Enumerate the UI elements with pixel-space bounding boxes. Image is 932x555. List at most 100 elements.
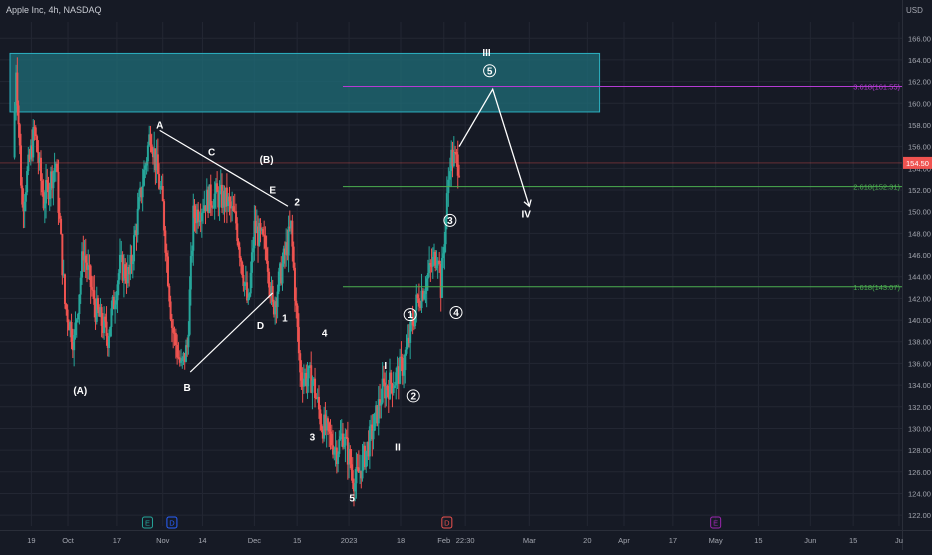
y-tick-label: 136.00 <box>908 359 931 368</box>
candle-body <box>147 145 149 161</box>
event-marker-label: E <box>713 519 718 528</box>
candle-body <box>318 397 320 409</box>
y-tick-label: 160.00 <box>908 99 931 108</box>
y-tick-label: 134.00 <box>908 381 931 390</box>
x-tick-label: 18 <box>397 536 405 545</box>
candle-body <box>333 450 335 455</box>
candle-body <box>194 206 196 218</box>
candle-body <box>32 127 34 157</box>
candle-body <box>453 152 455 166</box>
candle-body <box>239 247 241 258</box>
candle-body <box>369 426 371 456</box>
x-tick-label: 14 <box>198 536 206 545</box>
candle-body <box>319 409 321 424</box>
candle-body <box>235 211 237 223</box>
candle-body <box>168 286 170 301</box>
last-price-label: 154.50 <box>906 159 929 168</box>
candle-body <box>35 127 37 136</box>
candle-body <box>393 388 395 393</box>
candle-body <box>390 373 392 384</box>
candle-body <box>104 317 106 322</box>
candle-body <box>181 358 183 361</box>
candle-body <box>443 244 445 253</box>
target-zone-layer <box>10 53 600 112</box>
wave-label: D <box>257 321 264 332</box>
candle-body <box>210 184 212 205</box>
candle-body <box>298 327 300 353</box>
y-tick-label: 144.00 <box>908 273 931 282</box>
candle-body <box>340 436 342 439</box>
candle-body <box>268 272 270 288</box>
symbol-title: Apple Inc, 4h, NASDAQ <box>6 5 102 15</box>
candle-body <box>423 294 425 299</box>
candle-body <box>295 301 297 306</box>
candle-body <box>311 381 313 393</box>
wave-label: 1 <box>407 310 413 321</box>
y-tick-label: 152.00 <box>908 186 931 195</box>
candle-body <box>429 263 431 265</box>
candle-body <box>383 379 385 383</box>
candle-body <box>303 379 305 387</box>
candle-body <box>297 306 299 327</box>
candle-body <box>219 190 221 207</box>
x-tick-label: 17 <box>113 536 121 545</box>
candle-body <box>202 211 204 212</box>
candle-body <box>85 256 87 263</box>
candle-body <box>338 439 340 454</box>
candle-body <box>163 201 165 230</box>
candle-body <box>212 208 214 209</box>
candle-body <box>455 152 457 154</box>
candle-body <box>57 172 59 213</box>
candle-body <box>97 298 99 310</box>
candle-body <box>54 168 56 172</box>
candle-body <box>60 219 62 234</box>
candle-body <box>399 357 401 384</box>
candle-body <box>321 424 323 430</box>
candle-body <box>240 258 242 262</box>
candle-body <box>90 266 92 287</box>
y-tick-label: 164.00 <box>908 56 931 65</box>
candle-body <box>299 353 301 372</box>
candle-body <box>248 293 250 297</box>
event-marker-label: E <box>145 519 150 528</box>
candle-body <box>211 205 213 207</box>
candle-body <box>115 300 117 304</box>
candle-body <box>365 451 367 467</box>
x-tick-label: Feb <box>437 536 450 545</box>
wave-label: (B) <box>260 155 274 166</box>
candle-body <box>101 307 103 326</box>
candle-body <box>167 256 169 286</box>
candle-body <box>124 264 126 278</box>
currency-label: USD <box>906 6 923 15</box>
candle-body <box>266 248 268 261</box>
event-marker-label: D <box>444 519 450 528</box>
candle-body <box>158 174 160 189</box>
candle-body <box>164 230 166 252</box>
candle-body <box>172 328 174 333</box>
candle-body <box>138 197 140 209</box>
event-marker-label: D <box>169 519 175 528</box>
candle-body <box>108 336 110 348</box>
candle-body <box>133 235 135 261</box>
candle-body <box>229 197 231 202</box>
candle-body <box>403 370 405 376</box>
candle-body <box>278 272 280 292</box>
candle-body <box>166 253 168 257</box>
candle-body <box>387 386 389 390</box>
candle-body <box>36 136 38 152</box>
candle-body <box>65 304 67 310</box>
candle-body <box>44 204 46 209</box>
candle-body <box>449 171 451 180</box>
candle-body <box>457 154 459 175</box>
fib-level-label: 1.618(143.07) <box>853 283 900 292</box>
candle-body <box>263 235 265 236</box>
candle-body <box>328 423 330 432</box>
candle-body <box>291 221 293 247</box>
candle-body <box>64 274 66 304</box>
wave-label: 3 <box>447 216 453 227</box>
candle-body <box>424 291 426 294</box>
x-tick-label: Apr <box>618 536 630 545</box>
candle-body <box>442 253 444 258</box>
